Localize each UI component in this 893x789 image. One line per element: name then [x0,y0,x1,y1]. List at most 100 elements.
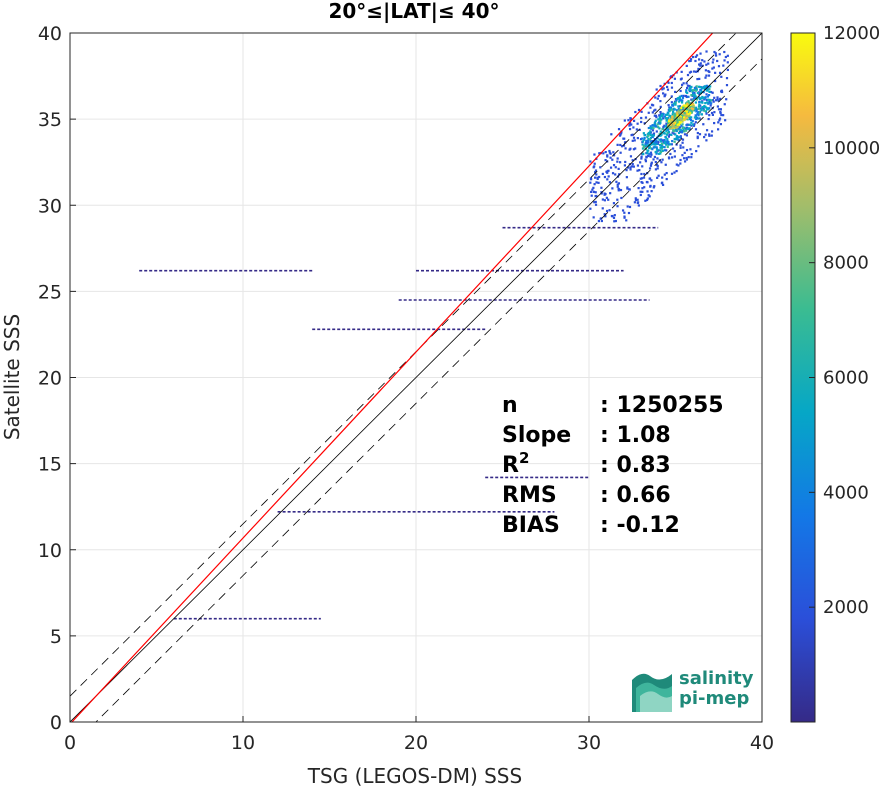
density-cell [609,166,613,169]
density-cell [702,107,705,110]
density-cell [685,112,688,115]
density-cell [617,128,621,131]
density-cell [678,95,681,98]
density-cell [614,166,617,169]
density-cell [694,121,697,124]
density-cell [607,198,610,201]
density-cell [693,70,696,73]
density-cell [642,176,646,179]
chart-title: 20°≤|LAT|≤ 40° [328,0,499,23]
density-cell [694,70,698,73]
density-cell [680,124,683,127]
density-cell [668,118,671,121]
density-cell [671,118,674,121]
density-cell [654,142,657,145]
density-cell [681,154,684,157]
density-cells [139,50,729,620]
density-cell [651,111,654,114]
density-cell [658,143,662,147]
density-cell [599,166,602,169]
density-cell [675,99,678,102]
density-cell [704,76,707,79]
density-cell [666,118,669,121]
density-cell [604,215,607,218]
density-cell [671,156,674,159]
density-cell [596,177,599,180]
density-cell [682,94,685,97]
density-cell [698,58,701,61]
density-cell [679,158,682,162]
density-cell [637,108,641,112]
density-cell [687,95,690,98]
density-cell [684,94,688,98]
density-cell [680,94,683,98]
density-cell [650,179,653,182]
density-cell [651,135,654,139]
density-cell [710,99,713,102]
density-cell [658,116,661,119]
density-cell [690,153,693,156]
density-cell [669,152,672,156]
density-cell [641,143,644,146]
density-cell [685,123,688,127]
density-cell [719,97,722,100]
density-cell [594,191,597,194]
density-cell [695,110,698,113]
density-cell [654,168,657,171]
density-cell [666,88,670,91]
density-cell [706,95,709,98]
density-cell [702,123,705,126]
density-cell [682,116,686,119]
density-cell [608,181,611,184]
density-cell [669,106,673,109]
density-cell [682,157,686,160]
density-cell [687,100,690,103]
density-cell [636,169,639,172]
density-cell [679,116,683,119]
density-cell [649,126,652,130]
density-cell [675,163,678,166]
density-cell [632,119,636,122]
density-cell [647,154,650,157]
density-cell [668,133,671,136]
density-cell [652,134,655,137]
density-cell [665,171,668,175]
density-cell [700,109,703,112]
density-cell [639,177,642,180]
density-cell [663,115,667,118]
density-cell [689,59,692,63]
density-cell [675,143,678,146]
density-cell [702,91,705,94]
x-ticks: 0 10 20 30 40 [64,716,774,754]
density-cell [666,141,669,145]
density-cell [710,134,713,137]
density-cell [640,181,643,184]
density-cell [601,172,604,176]
density-cell [696,77,699,81]
density-cell [661,88,664,91]
density-cell [654,114,658,117]
density-cell [654,124,657,127]
density-cell [604,159,607,162]
density-cell [698,92,701,96]
density-cell [623,211,626,214]
density-cell [603,199,607,202]
density-cell [682,106,685,109]
density-cell [673,140,676,143]
density-cell [616,143,619,146]
density-cell [662,141,665,144]
y-tick-label: 5 [50,626,62,648]
density-cell [681,141,684,144]
density-cell [655,152,658,155]
density-cell [625,169,628,172]
density-cell [688,123,691,126]
density-cell [594,203,598,206]
density-cell [700,97,703,100]
density-cell [646,197,649,200]
density-cell [647,137,650,141]
density-cell [654,108,657,111]
density-cell [670,86,674,89]
density-cell [590,190,593,193]
density-cell [686,115,690,118]
density-cell [719,122,723,126]
